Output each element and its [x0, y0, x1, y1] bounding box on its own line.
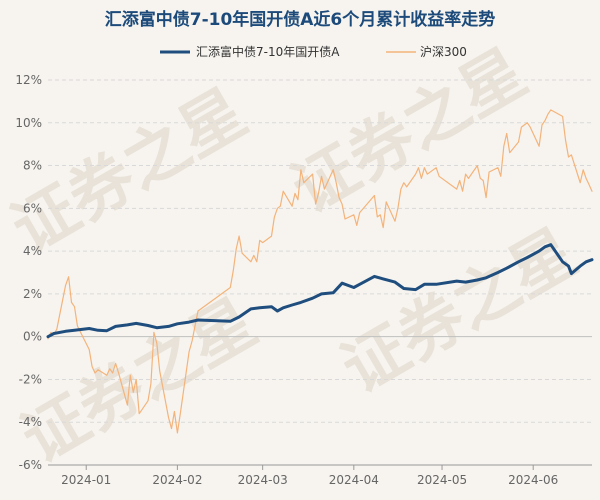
x-tick-label: 2024-01 — [61, 473, 111, 487]
y-tick-label: -2% — [19, 372, 42, 386]
y-tick-label: 0% — [23, 330, 42, 344]
y-tick-label: 4% — [23, 244, 42, 258]
series-line-1 — [46, 243, 594, 339]
x-axis: 2024-01 2024-02 2024-03 2024-04 2024-05 2024-… — [48, 464, 592, 487]
y-tick-label: 12% — [15, 73, 42, 87]
y-tick-label: -6% — [19, 458, 42, 472]
x-tick-label: 2024-03 — [238, 473, 288, 487]
y-tick-label: -4% — [19, 415, 42, 429]
watermark-text: 证券之星 — [280, 36, 539, 228]
series-layer — [46, 109, 594, 434]
y-tick-label: 8% — [23, 159, 42, 173]
legend-label-2: 沪深300 — [420, 45, 467, 59]
grid — [48, 79, 592, 466]
y-tick-label: 10% — [15, 116, 42, 130]
x-tick-label: 2024-04 — [329, 473, 379, 487]
chart-title: 汇添富中债7-10年国开债A近6个月累计收益率走势 — [105, 9, 496, 30]
x-tick-label: 2024-05 — [417, 473, 467, 487]
watermark-text: 证券之星 — [10, 286, 269, 478]
x-tick-label: 2024-02 — [152, 473, 202, 487]
y-axis: -6% -4% -2% 0% 2% 4% 6% 8% 10% 12% — [15, 73, 42, 472]
y-tick-label: 2% — [23, 287, 42, 301]
legend: 汇添富中债7-10年国开债A 沪深300 — [160, 44, 467, 59]
y-tick-label: 6% — [23, 201, 42, 215]
legend-label-1: 汇添富中债7-10年国开债A — [196, 44, 340, 59]
series-line-2 — [47, 109, 593, 434]
x-tick-label: 2024-06 — [508, 473, 558, 487]
